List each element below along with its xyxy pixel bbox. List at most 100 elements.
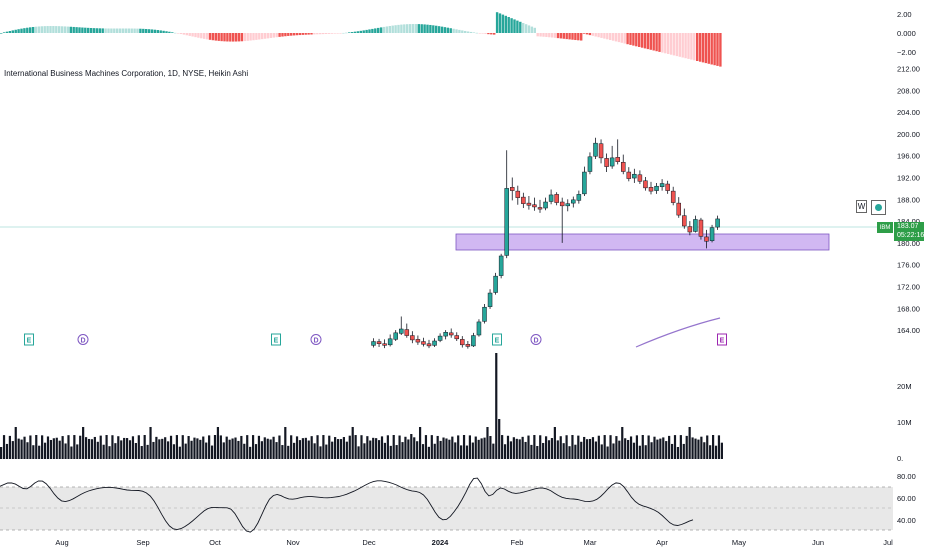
oscillator-bar (255, 33, 258, 40)
volume-bar (2, 435, 6, 459)
volume-bar (439, 440, 442, 459)
oscillator-bar (211, 33, 215, 41)
status-toggle[interactable] (871, 200, 886, 215)
oscillator-bar (397, 24, 400, 33)
oscillator-bar (17, 29, 20, 33)
earnings-marker (24, 333, 34, 346)
oscillator-bar (597, 33, 600, 38)
oscillator-bar (185, 33, 188, 36)
oscillator-bar (536, 33, 539, 37)
volume-bar (372, 437, 375, 459)
oscillator-bar (565, 33, 568, 40)
volume-bar (149, 427, 152, 459)
volume-bar (562, 443, 565, 459)
oscillator-bar (319, 33, 322, 35)
oscillator-bar (594, 33, 597, 37)
volume-bar (375, 438, 378, 459)
candle-body (532, 204, 537, 208)
price-axis-label: 180.00 (897, 239, 920, 248)
oscillator-bar (339, 33, 342, 34)
volume-bar (316, 435, 319, 459)
oscillator-bar (188, 33, 191, 36)
oscillator-bar (8, 31, 12, 33)
oscillator-bar (20, 28, 23, 33)
volume-bar (93, 436, 96, 459)
oscillator-bar (443, 27, 447, 33)
volume-bar (688, 427, 691, 459)
oscillator-bar (316, 33, 319, 35)
volume-bar (269, 439, 272, 459)
oscillator-bar (617, 33, 621, 43)
oscillator-bar (281, 33, 284, 37)
volume-bar (521, 436, 524, 459)
event-label: E (274, 338, 279, 345)
volume-bar (612, 443, 615, 459)
oscillator-bar (121, 28, 125, 33)
timeframe-button[interactable]: W (856, 200, 867, 213)
oscillator-bar (261, 33, 264, 40)
time-axis[interactable]: Aug Sep Oct Nov Dec 2024 Feb Mar Apr May Jun Jul (55, 538, 893, 547)
volume-bar (134, 443, 137, 459)
volume-bar (117, 436, 120, 459)
volume-bar (108, 446, 111, 459)
volume-bar (184, 443, 187, 459)
oscillator-bar (139, 28, 142, 33)
volume-bar (588, 438, 592, 459)
volume-bar (131, 436, 135, 459)
candle-body (382, 343, 387, 346)
volume-bar (301, 438, 304, 459)
oscillator-bar (464, 30, 467, 33)
volume-bar (665, 441, 668, 459)
volume-bar (43, 442, 47, 459)
chart-title: International Business Machines Corporat… (4, 69, 248, 78)
volume-bar (52, 438, 55, 459)
volume-bar (457, 435, 460, 459)
oscillator-bar (568, 33, 571, 40)
dividend-marker (77, 334, 89, 345)
oscillator-bar (272, 33, 275, 38)
volume-bar (641, 435, 644, 459)
volume-bar (181, 435, 184, 459)
oscillator-bar (130, 28, 133, 33)
oscillator-bar (553, 33, 557, 38)
price-axis-label: 200.00 (897, 130, 920, 139)
volume-bar (711, 435, 715, 459)
oscillator-bar (214, 33, 217, 41)
volume-bar (304, 437, 307, 459)
oscillator-bar (165, 31, 168, 33)
candle-body (510, 187, 515, 191)
oscillator-bar (156, 30, 159, 33)
oscillator-bar (522, 23, 525, 33)
volume-bar (650, 442, 653, 459)
price-axis[interactable]: 212.00 208.00 204.00 200.00 196.00 192.00 188.… (897, 10, 920, 525)
oscillator-bar (350, 32, 354, 33)
support-zone-rectangle[interactable] (455, 233, 830, 251)
oscillator-bar (258, 33, 261, 40)
oscillator-bar (559, 33, 563, 39)
oscillator-bar (287, 33, 290, 36)
volume-bar (96, 441, 99, 459)
volume-bar (401, 442, 404, 459)
volume-bar (627, 439, 630, 459)
oscillator-bar (539, 33, 542, 37)
volume-bar (586, 439, 589, 459)
price-axis-label: 204.00 (897, 108, 920, 117)
oscillator-bar (472, 32, 476, 33)
oscillator-bar (49, 26, 52, 33)
volume-bar (474, 436, 477, 459)
dividend-marker (530, 334, 542, 345)
oscillator-bar (176, 33, 180, 34)
volume-bar (656, 439, 659, 459)
volume-bar (193, 437, 196, 459)
volume-bar (307, 440, 310, 459)
volume-bar (64, 443, 67, 459)
oscillator-bar (701, 33, 705, 63)
volume-bar (90, 439, 94, 459)
oscillator-bar (620, 33, 623, 43)
oscillator-bar (432, 25, 435, 33)
volume-bar (653, 436, 656, 459)
volume-bar (451, 436, 454, 459)
oscillator-bar (716, 33, 719, 66)
